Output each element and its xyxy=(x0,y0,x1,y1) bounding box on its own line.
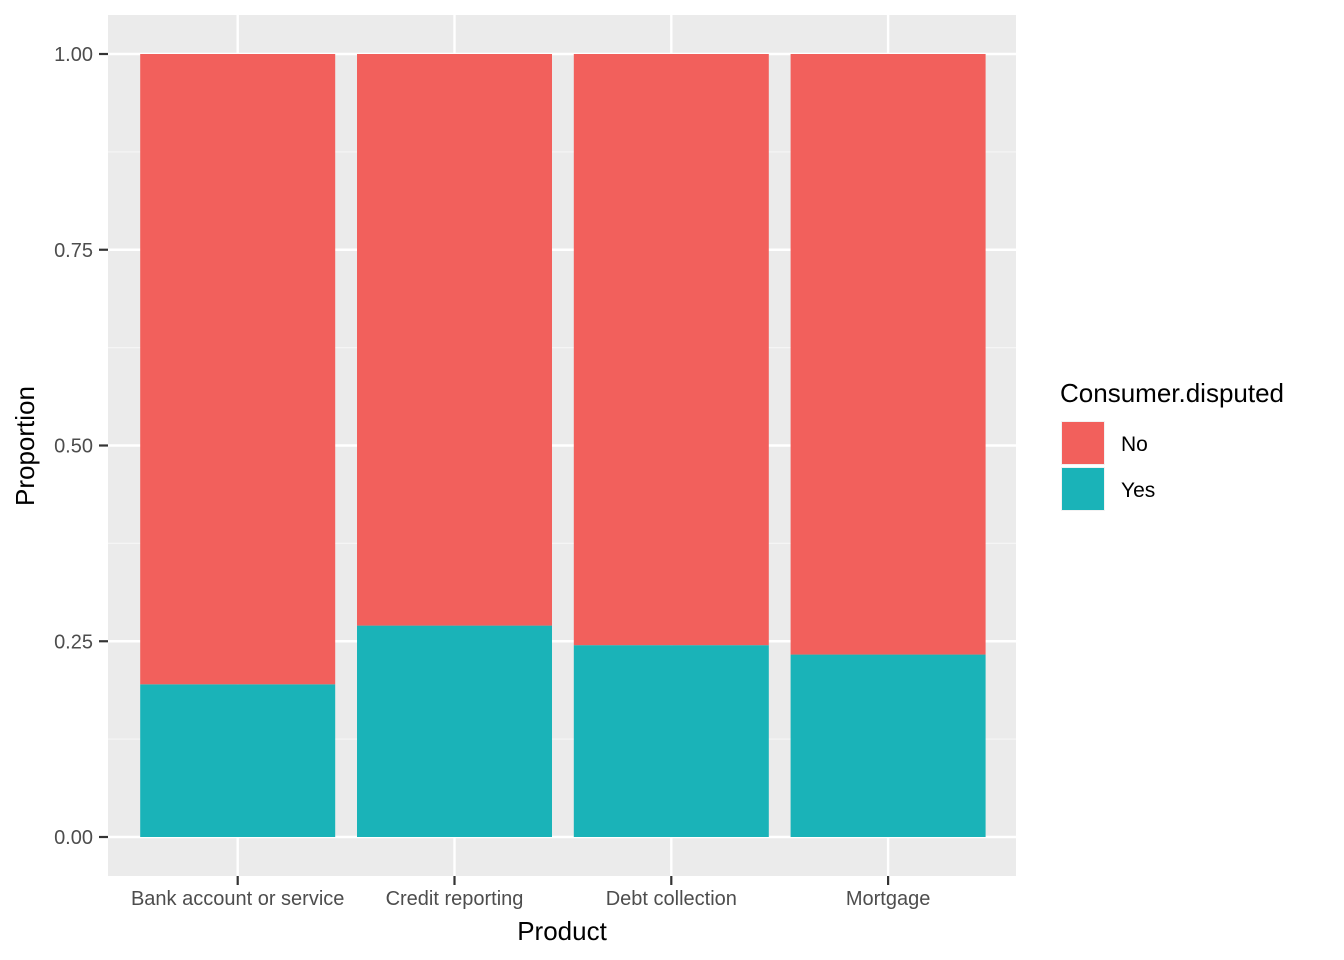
y-tick-label: 0.50 xyxy=(54,436,93,458)
x-tick-label: Credit reporting xyxy=(386,888,524,910)
legend-label-no: No xyxy=(1121,433,1148,456)
legend-swatch-no xyxy=(1062,422,1104,464)
legend-swatch-yes xyxy=(1062,468,1104,510)
legend-items: No Yes xyxy=(1061,421,1155,511)
y-axis: 0.00 0.25 0.50 0.75 1.00 xyxy=(54,44,108,849)
bar-no-2 xyxy=(573,54,769,646)
y-tick-label: 0.75 xyxy=(54,240,93,262)
y-tick-label: 0.25 xyxy=(54,631,93,653)
legend-title: Consumer.disputed xyxy=(1060,378,1284,408)
legend-label-yes: Yes xyxy=(1121,479,1155,502)
bar-yes-2 xyxy=(573,645,769,837)
legend: Consumer.disputed No Yes xyxy=(1060,378,1284,511)
x-axis-title: Product xyxy=(517,916,607,946)
y-tick-label: 0.00 xyxy=(54,827,93,849)
bar-yes-0 xyxy=(140,684,336,837)
x-axis: Bank account or service Credit reporting D… xyxy=(131,876,930,910)
bar-no-3 xyxy=(790,54,986,655)
bar-no-1 xyxy=(357,54,552,626)
bars xyxy=(140,54,986,837)
x-tick-label: Bank account or service xyxy=(131,888,344,910)
bar-no-0 xyxy=(140,54,336,685)
bar-yes-1 xyxy=(357,625,552,837)
y-tick-label: 1.00 xyxy=(54,44,93,66)
bar-yes-3 xyxy=(790,654,986,837)
y-axis-title: Proportion xyxy=(10,386,40,506)
x-tick-label: Mortgage xyxy=(846,888,931,910)
x-tick-label: Debt collection xyxy=(606,888,737,910)
